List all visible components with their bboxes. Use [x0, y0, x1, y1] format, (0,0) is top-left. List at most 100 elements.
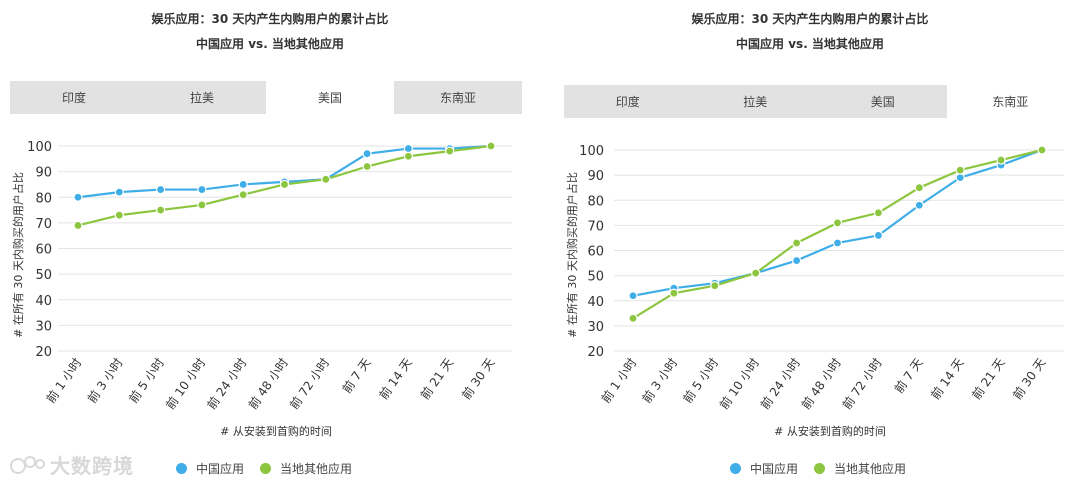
tab-usa[interactable]: 美国	[870, 95, 895, 109]
data-point	[362, 161, 372, 172]
x-tick-label: 前 7 天	[891, 355, 926, 396]
legend-marker	[260, 463, 272, 474]
x-tick-label: 前 10 小时	[716, 355, 762, 412]
x-tick-label: 前 30 天	[458, 355, 497, 402]
y-tick-label: 60	[587, 245, 604, 260]
data-point	[751, 268, 761, 278]
x-tick-label: 前 72 小时	[839, 355, 885, 412]
tab-usa[interactable]: 美国	[266, 81, 394, 114]
data-point	[156, 184, 166, 195]
y-tick-label: 70	[35, 217, 52, 232]
y-tick-label: 80	[35, 191, 52, 206]
chart-panel-left: 娱乐应用：30 天内产生内购用户的累计占比 中国应用 vs. 当地其他应用 印度…	[10, 12, 522, 478]
data-point	[156, 205, 166, 215]
x-tick-label: 前 7 天	[339, 355, 374, 396]
y-tick-label: 30	[35, 319, 52, 334]
line-chart-plot: 2030405060708090100前 1 小时前 3 小时前 5 小时前 1…	[565, 144, 1064, 438]
y-tick-label: 70	[587, 219, 604, 234]
x-tick-label: 前 72 小时	[286, 355, 332, 412]
y-tick-label: 40	[35, 294, 52, 309]
x-tick-label: 前 24 小时	[757, 355, 803, 412]
legend-item-local-apps: 当地其他应用	[814, 460, 906, 477]
y-axis-title: # 在所有 30 天内购买的用户占比	[565, 172, 579, 338]
region-tabs: 印度 拉美 美国 东南亚	[564, 85, 1074, 118]
x-tick-label: 前 21 天	[417, 355, 456, 402]
y-tick-label: 90	[35, 166, 52, 181]
y-tick-label: 100	[27, 140, 52, 155]
x-tick-label: 前 3 小时	[639, 355, 681, 406]
region-tabs: 印度 拉美 美国 东南亚	[10, 81, 522, 114]
data-point	[73, 220, 83, 231]
chart-legend: 中国应用 当地其他应用	[176, 460, 368, 477]
legend-marker	[814, 463, 826, 474]
y-tick-label: 30	[587, 320, 604, 335]
data-point	[792, 255, 802, 266]
y-tick-label: 100	[579, 144, 604, 159]
x-tick-label: 前 21 天	[968, 355, 1007, 402]
x-axis-title: # 从安装到首购的时间	[774, 424, 886, 438]
data-point	[362, 149, 372, 159]
data-point	[73, 192, 83, 202]
data-point	[238, 190, 248, 200]
chart-subtitle: 中国应用 vs. 当地其他应用	[736, 37, 884, 51]
y-axis-title: # 在所有 30 天内购买的用户占比	[11, 172, 25, 338]
x-tick-label: 前 1 小时	[598, 355, 640, 406]
legend-label: 中国应用	[196, 462, 245, 476]
x-tick-label: 前 24 小时	[204, 355, 250, 412]
data-point	[279, 179, 290, 190]
x-tick-label: 前 48 小时	[798, 355, 844, 412]
tab-india[interactable]: 印度	[615, 95, 640, 109]
data-point	[955, 165, 965, 175]
chart-subtitle: 中国应用 vs. 当地其他应用	[196, 37, 344, 51]
tab-southeast-asia[interactable]: 东南亚	[946, 85, 1074, 118]
chart-title: 娱乐应用：30 天内产生内购用户的累计占比	[691, 12, 929, 26]
chart-legend: 中国应用 当地其他应用	[730, 460, 922, 477]
x-tick-label: 前 14 天	[927, 355, 966, 402]
line-chart-plot: 2030405060708090100前 1 小时前 3 小时前 5 小时前 1…	[11, 140, 512, 438]
data-point	[403, 143, 413, 154]
y-tick-label: 40	[587, 295, 604, 310]
y-tick-label: 60	[35, 243, 52, 258]
legend-label: 当地其他应用	[834, 462, 907, 476]
x-tick-label: 前 48 小时	[245, 355, 291, 412]
data-point	[197, 200, 207, 210]
data-point	[197, 184, 207, 195]
data-point	[996, 155, 1006, 165]
y-tick-label: 90	[587, 169, 604, 184]
legend-item-china-apps: 中国应用	[176, 460, 244, 477]
tab-latam[interactable]: 拉美	[189, 91, 214, 105]
tab-india[interactable]: 印度	[61, 91, 86, 105]
x-axis-title: # 从安装到首购的时间	[220, 424, 332, 438]
legend-marker	[730, 463, 741, 474]
chart-title: 娱乐应用：30 天内产生内购用户的累计占比	[151, 12, 389, 26]
data-point	[792, 238, 802, 248]
x-tick-label: 前 1 小时	[43, 355, 85, 406]
data-point	[710, 281, 720, 291]
legend-item-china-apps: 中国应用	[730, 460, 798, 477]
data-point	[1037, 145, 1047, 155]
chart-panel-right: 娱乐应用：30 天内产生内购用户的累计占比 中国应用 vs. 当地其他应用 印度…	[540, 0, 1080, 481]
data-point	[628, 291, 638, 301]
data-point	[238, 179, 248, 190]
legend-item-local-apps: 当地其他应用	[260, 460, 352, 477]
legend-label: 当地其他应用	[280, 462, 353, 476]
x-tick-label: 前 10 小时	[162, 355, 208, 412]
data-point	[669, 288, 679, 298]
data-point	[445, 146, 455, 156]
data-point	[914, 183, 924, 193]
tab-southeast-asia[interactable]: 东南亚	[439, 91, 476, 105]
data-point	[873, 208, 883, 218]
watermark-text: 大数跨境	[50, 454, 134, 478]
tab-latam[interactable]: 拉美	[743, 95, 768, 109]
y-tick-label: 20	[35, 345, 52, 360]
x-tick-label: 前 14 天	[376, 355, 415, 402]
data-point	[832, 218, 843, 228]
x-tick-label: 前 3 小时	[84, 355, 126, 406]
data-point	[486, 141, 496, 151]
x-tick-label: 前 5 小时	[680, 355, 722, 406]
data-point	[114, 187, 124, 197]
y-tick-label: 50	[35, 268, 52, 283]
legend-label: 中国应用	[750, 462, 799, 476]
data-point	[321, 174, 331, 184]
data-point	[873, 230, 883, 241]
